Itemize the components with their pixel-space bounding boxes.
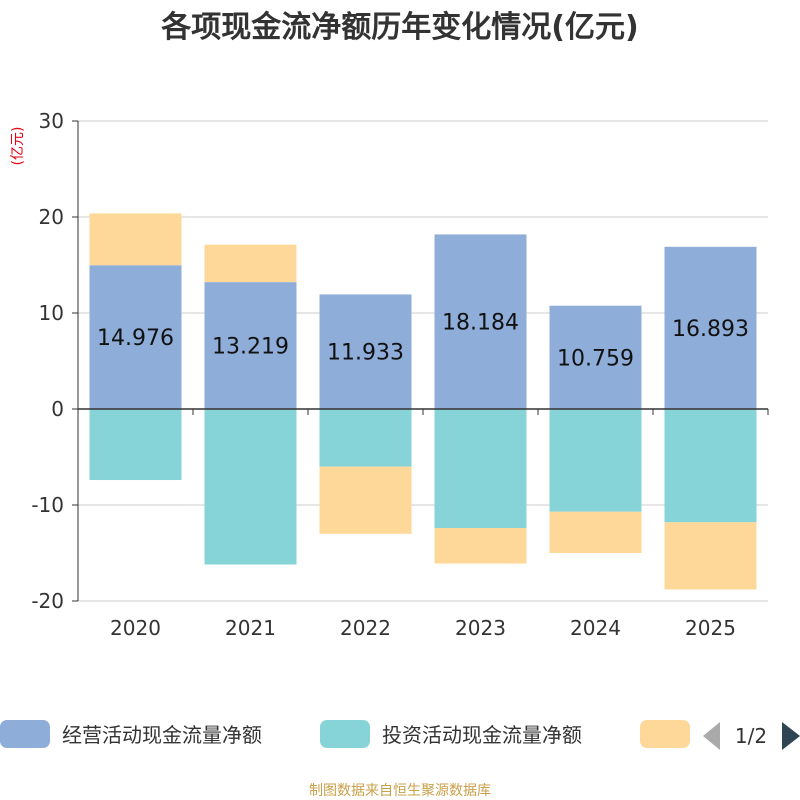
bar-series-2-2025	[664, 409, 757, 523]
bar-series-2-2022	[319, 409, 412, 467]
y-axis-unit: (亿元)	[10, 127, 26, 166]
bar-series-3-2020	[89, 213, 182, 266]
x-tick-label: 2023	[455, 616, 506, 640]
bars-group	[89, 213, 757, 590]
y-tick-label: 20	[39, 205, 64, 229]
data-label-2025: 16.893	[672, 317, 749, 342]
bar-series-2-2021	[204, 409, 297, 565]
y-tick-label: -20	[31, 589, 64, 613]
bar-series-2-2024	[549, 409, 642, 512]
legend-label-2[interactable]: 投资活动现金流量净额	[382, 723, 582, 747]
legend: 经营活动现金流量净额 投资活动现金流量净额	[0, 720, 690, 748]
data-labels-group: 14.976 13.219 11.933 18.184 10.759 16.893	[97, 311, 749, 372]
pager-count: 1/2	[735, 724, 767, 748]
bar-series-1-2022	[319, 294, 412, 409]
grid-lines	[78, 120, 768, 602]
bar-series-2-2023	[434, 409, 527, 529]
data-label-2024: 10.759	[557, 346, 634, 371]
bar-series-3-2025	[664, 522, 757, 590]
bar-series-1-2021	[204, 282, 297, 409]
x-tick-label: 2022	[340, 616, 391, 640]
x-tick-label: 2020	[110, 616, 161, 640]
bar-series-3-2024	[549, 511, 642, 553]
y-tick-label: 30	[39, 109, 64, 133]
bar-series-2-2020	[89, 409, 182, 481]
pager-prev-icon[interactable]	[703, 722, 720, 750]
x-tick-label: 2024	[570, 616, 621, 640]
pager-next-icon[interactable]	[782, 722, 800, 750]
legend-swatch-1[interactable]	[0, 720, 50, 748]
bar-series-1-2024	[549, 305, 642, 409]
bar-series-3-2021	[204, 244, 297, 283]
y-tick-label: -10	[31, 493, 64, 517]
axes-group: 30 20 10 0 -10 -20 2020 2021 2022 2023 2024 2025	[31, 109, 769, 640]
bar-series-1-2023	[434, 234, 527, 409]
data-label-2021: 13.219	[212, 335, 289, 360]
legend-swatch-2[interactable]	[320, 720, 370, 748]
legend-pager: 1/2	[703, 722, 800, 750]
data-label-2020: 14.976	[97, 326, 174, 351]
bar-series-1-2020	[89, 265, 182, 409]
y-tick-label: 0	[51, 397, 64, 421]
chart-title: 各项现金流净额历年变化情况(亿元)	[160, 10, 638, 45]
x-tick-label: 2025	[685, 616, 736, 640]
data-label-2022: 11.933	[327, 341, 404, 366]
bar-series-1-2025	[664, 246, 757, 409]
y-tick-label: 10	[39, 301, 64, 325]
legend-swatch-3[interactable]	[640, 720, 690, 748]
legend-label-1[interactable]: 经营活动现金流量净额	[62, 723, 262, 747]
bar-series-3-2023	[434, 528, 527, 564]
bar-series-3-2022	[319, 466, 412, 534]
data-label-2023: 18.184	[442, 311, 519, 336]
source-note: 制图数据来自恒生聚源数据库	[309, 783, 491, 799]
x-tick-label: 2021	[225, 616, 276, 640]
